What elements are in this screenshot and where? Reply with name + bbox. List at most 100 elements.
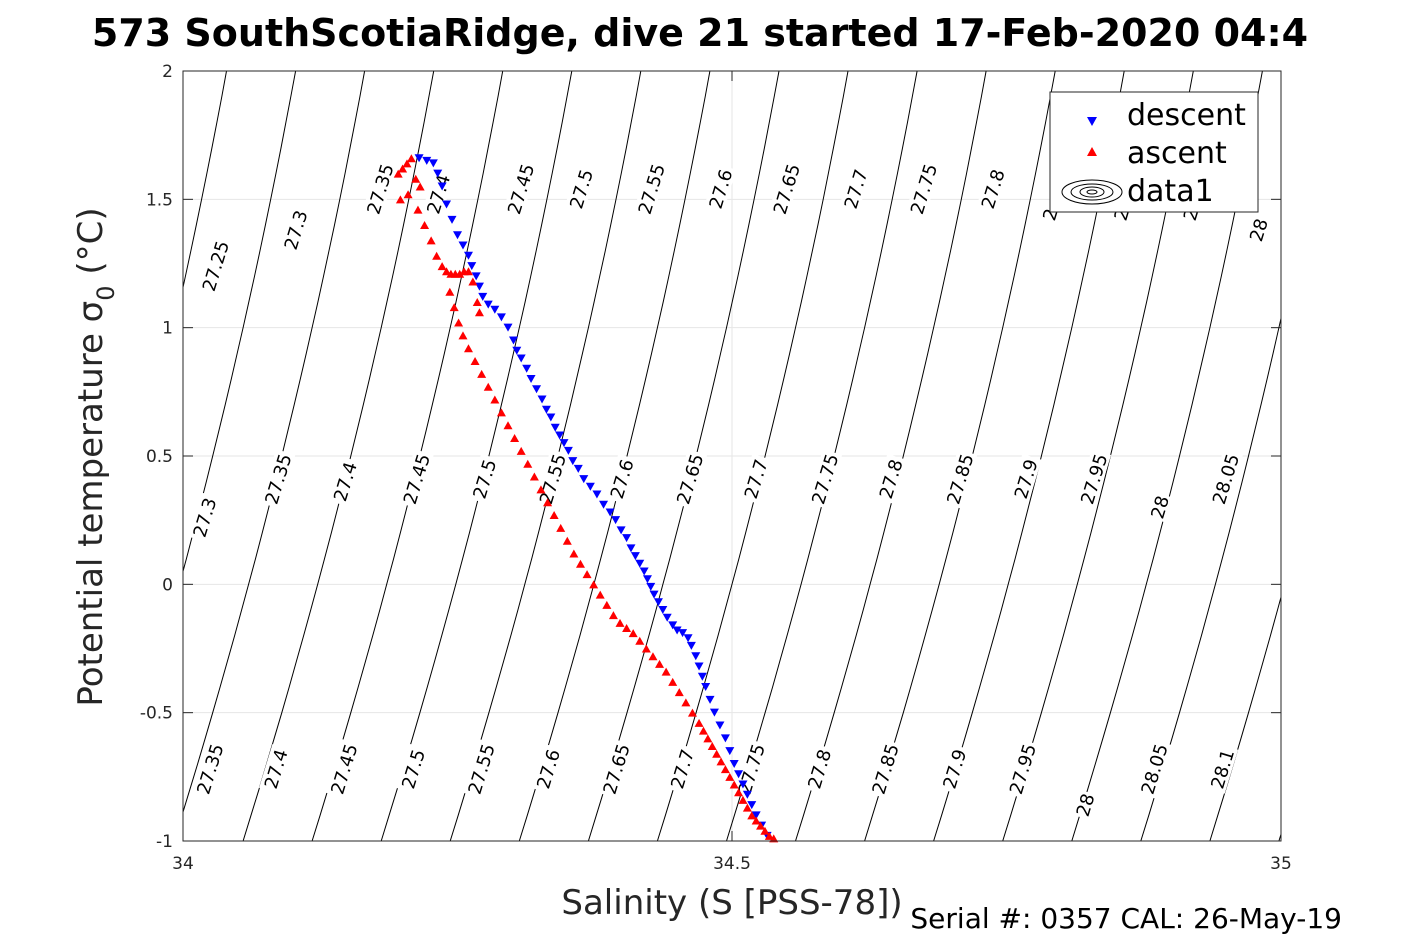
ascent-point [432, 251, 442, 260]
descent-point [599, 500, 609, 509]
contour-label-bg [534, 449, 570, 509]
isopycnal-contour [1209, 595, 1281, 841]
descent-point [642, 575, 652, 584]
descent-point [683, 634, 693, 643]
ascent-point [449, 303, 459, 312]
contour-label-bg [1145, 491, 1173, 523]
contour-label-bg [976, 163, 1009, 214]
contour-label-bg [1135, 739, 1172, 799]
legend-data1-label: data1 [1127, 174, 1214, 209]
contour-label-bg [328, 456, 361, 507]
contour-label-bg [325, 739, 362, 799]
contour-label-bg [838, 163, 872, 214]
ascent-point [712, 749, 722, 758]
descent-point [414, 154, 424, 163]
contour-label-bg [703, 163, 737, 214]
ascent-point [734, 788, 744, 797]
contour-label-bg [1071, 789, 1099, 821]
serial-cal-footer: Serial #: 0357 CAL: 26-May-19 [910, 902, 1342, 935]
descent-point [447, 215, 457, 224]
ascent-point [602, 600, 612, 609]
ascent-point [595, 590, 605, 599]
chart-title: 573 SouthScotiaRidge, dive 21 started 17… [92, 11, 1308, 55]
contour-label-bg [633, 159, 669, 219]
descent-point [503, 323, 513, 332]
descent-point [729, 760, 739, 768]
ascent-point [628, 629, 638, 638]
ascent-point [406, 154, 416, 163]
y-tick-label: -1 [156, 832, 173, 852]
y-tick-label: 0 [162, 575, 173, 595]
ascent-point [393, 169, 403, 178]
contour-label-bg [467, 453, 501, 504]
ascent-point [687, 708, 697, 717]
contour-label-bg [187, 492, 221, 543]
ascent-point [729, 780, 739, 789]
contour-label: 27.5 [564, 163, 598, 214]
ascent-point [681, 698, 691, 707]
y-tick-label: 0.5 [146, 447, 173, 467]
descent-point [516, 354, 526, 363]
ascent-point [426, 236, 436, 245]
isopycnal-contour [656, 71, 849, 841]
ascent-point [543, 498, 553, 507]
contour-label-bg [604, 453, 638, 504]
ascent-point [523, 459, 533, 468]
ascent-point [608, 611, 618, 620]
ascent-point [589, 580, 599, 589]
descent-point [428, 159, 438, 168]
ascent-point [470, 357, 480, 366]
ascent-point [483, 382, 493, 391]
isopycnal-contour [518, 71, 711, 841]
contour-label-bg [259, 743, 292, 794]
ascent-point [474, 308, 484, 317]
data-layer [393, 154, 779, 843]
isopycnal-contour [242, 71, 435, 841]
descent-point [668, 621, 678, 630]
y-axis-label-sigma: σ [71, 301, 111, 323]
contour-label-bg [502, 159, 538, 219]
descent-point [678, 629, 688, 638]
ascent-point [536, 485, 546, 494]
ascent-point [477, 369, 487, 378]
ascent-point [641, 644, 651, 653]
ascent-point [454, 318, 464, 327]
legend-descent-marker [1087, 117, 1097, 126]
ascent-point [403, 190, 413, 199]
descent-point [537, 395, 547, 404]
descent-point [720, 734, 730, 743]
ascent-point [445, 287, 455, 296]
descent-point [734, 770, 744, 779]
ascent-point [420, 221, 430, 229]
ascent-point [751, 816, 761, 825]
descent-point [672, 626, 682, 635]
descent-point [573, 464, 583, 473]
descent-point [559, 439, 569, 448]
ascent-point [648, 652, 658, 661]
x-axis-label: Salinity (S [PSS-78]) [561, 883, 902, 923]
ascent-point [472, 298, 482, 306]
ascent-point [463, 344, 473, 353]
descent-point [635, 559, 645, 568]
ascent-point [582, 570, 592, 579]
ascent-point [615, 618, 625, 627]
descent-point [747, 801, 757, 810]
contour-label: 28 [1244, 214, 1273, 246]
descent-point [483, 300, 493, 309]
ascent-point [622, 623, 632, 632]
descent-point [568, 457, 578, 466]
y-tick-label: 1.5 [146, 190, 173, 210]
contour-label-bg [802, 743, 836, 794]
descent-point [592, 490, 602, 499]
legend: descent ascent data1 [1049, 91, 1259, 213]
descent-point [512, 346, 522, 355]
contour-label-bg [1207, 449, 1243, 509]
descent-point [579, 475, 589, 484]
descent-point [630, 552, 640, 561]
descent-point [751, 811, 761, 820]
ascent-point [575, 559, 585, 568]
descent-point [458, 241, 468, 250]
ascent-point [769, 834, 779, 843]
ascent-point [674, 688, 684, 697]
